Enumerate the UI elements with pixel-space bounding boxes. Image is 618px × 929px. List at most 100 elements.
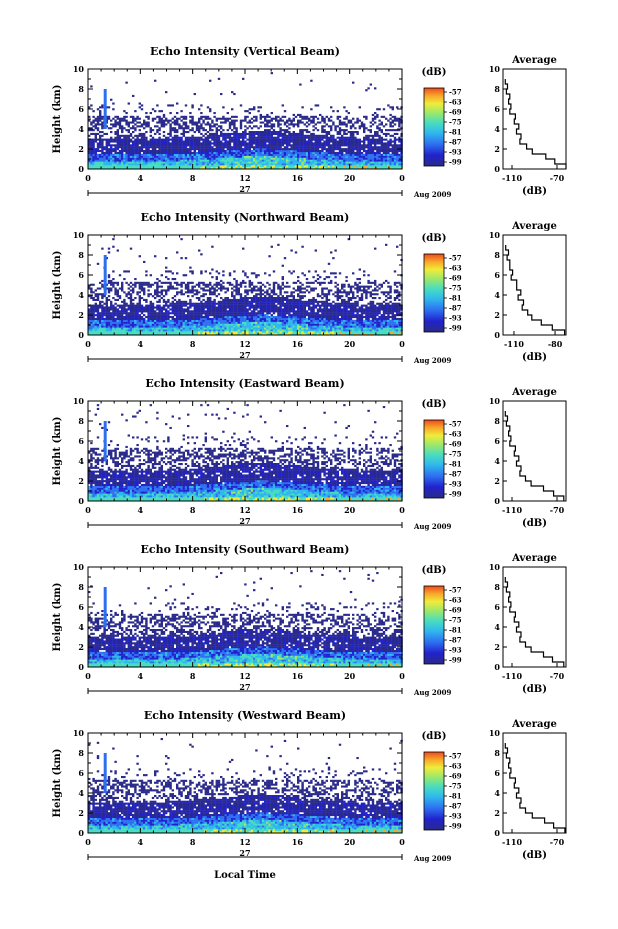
heatmap-cell: [132, 304, 135, 307]
heatmap-cell: [277, 144, 280, 147]
heatmap-cell: [220, 289, 223, 292]
heatmap-cell: [145, 333, 148, 336]
heatmap-cell: [272, 157, 276, 160]
heatmap-cell: [180, 132, 183, 135]
heatmap-cell: [118, 312, 122, 315]
heatmap-cell: [217, 129, 221, 132]
heatmap-cell: [182, 159, 185, 162]
heatmap-cell: [193, 157, 196, 160]
heatmap-cell: [277, 161, 280, 164]
heatmap-cell: [360, 155, 364, 158]
heatmap-cell: [305, 153, 309, 156]
heatmap-cell: [204, 310, 207, 313]
heatmap-cell: [121, 329, 124, 332]
heatmap-cell: [96, 312, 100, 315]
heatmap-cell: [105, 117, 108, 120]
heatmap-cell: [158, 153, 161, 156]
heatmap-cell: [143, 325, 146, 328]
heatmap-cell: [151, 151, 155, 154]
heatmap-cell: [231, 123, 234, 126]
heatmap-cell: [259, 167, 262, 170]
heatmap-cell: [244, 140, 247, 143]
heatmap-cell: [162, 327, 166, 330]
heatmap-cell: [338, 127, 342, 130]
heatmap-cell: [217, 146, 221, 149]
heatmap-cell: [354, 142, 357, 145]
heatmap-cell: [286, 150, 289, 153]
heatmap-cell: [217, 300, 221, 303]
heatmap-cell: [171, 136, 174, 139]
heatmap-cell: [389, 134, 392, 137]
heatmap-cell: [127, 323, 130, 326]
heatmap-cell: [140, 327, 144, 330]
heatmap-cell: [171, 306, 174, 309]
heatmap-cell: [154, 323, 157, 326]
heatmap-cell: [323, 153, 326, 156]
heatmap-cell: [101, 106, 104, 109]
heatmap-cell: [209, 298, 212, 301]
heatmap-cell: [112, 297, 115, 300]
heatmap-cell: [156, 333, 159, 336]
heatmap-cell: [393, 140, 397, 143]
heatmap-cell: [158, 298, 161, 301]
heatmap-cell: [145, 163, 148, 166]
heatmap-cell: [92, 110, 95, 113]
heatmap-cell: [228, 310, 232, 313]
heatmap-cell: [125, 317, 128, 320]
heatmap-cell: [231, 325, 234, 328]
heatmap-cell: [356, 144, 359, 147]
heatmap-cell: [206, 146, 210, 149]
heatmap-cell: [136, 329, 139, 332]
heatmap-cell: [226, 297, 229, 300]
heatmap-cell: [162, 295, 166, 298]
heatmap-cell: [301, 161, 304, 164]
heatmap-cell: [356, 161, 359, 164]
heatmap-cell: [257, 146, 260, 149]
heatmap-cell: [246, 329, 249, 332]
heatmap-cell: [160, 161, 163, 164]
heatmap-cell: [180, 300, 183, 303]
heatmap-cell: [316, 167, 320, 170]
heatmap-cell: [259, 157, 262, 160]
heatmap-cell: [195, 165, 199, 168]
heatmap-cell: [165, 329, 168, 332]
heatmap-cell: [211, 325, 214, 328]
heatmap-cell: [371, 159, 375, 162]
heatmap-cell: [299, 113, 302, 116]
heatmap-cell: [206, 136, 210, 139]
heatmap-cell: [281, 159, 284, 162]
heatmap-cell: [200, 287, 203, 290]
heatmap-cell: [330, 127, 333, 130]
colorbar: [423, 87, 445, 167]
heatmap-cell: [151, 117, 155, 120]
heatmap-cell: [367, 87, 370, 90]
heatmap-cell: [222, 274, 225, 277]
heatmap-cell: [134, 317, 137, 320]
heatmap-cell: [187, 140, 190, 143]
heatmap-cell: [138, 255, 141, 258]
heatmap-cell: [200, 117, 203, 120]
heatmap-cell: [288, 138, 291, 141]
heatmap-cell: [244, 314, 247, 317]
heatmap-cell: [323, 136, 326, 139]
heatmap-cell: [253, 132, 256, 135]
heatmap-cell: [160, 138, 163, 141]
heatmap-cell: [363, 136, 366, 139]
heatmap-cell: [94, 153, 97, 156]
heatmap-cell: [129, 314, 133, 317]
heatmap-cell: [101, 279, 104, 282]
heatmap-cell: [129, 312, 133, 315]
heatmap-cell: [325, 153, 328, 156]
heatmap-cell: [275, 148, 278, 151]
heatmap-cell: [206, 142, 210, 145]
heatmap-cell: [268, 167, 271, 170]
heatmap-cell: [195, 310, 199, 313]
heatmap-cell: [189, 115, 192, 118]
heatmap-cell: [182, 304, 185, 307]
heatmap-cell: [248, 159, 251, 162]
heatmap-cell: [270, 167, 273, 170]
heatmap-cell: [279, 151, 282, 154]
heatmap-cell: [101, 140, 104, 143]
heatmap-cell: [200, 304, 203, 307]
heatmap-cell: [244, 323, 247, 326]
